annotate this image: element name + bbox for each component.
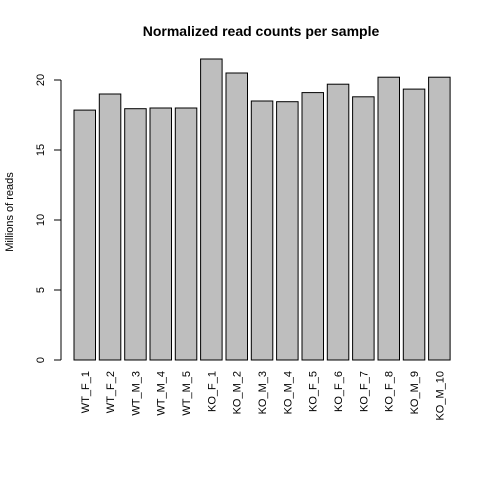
y-tick-label: 20 — [35, 74, 47, 86]
x-tick-label: KO_F_5 — [308, 371, 320, 412]
x-tick-label: WT_M_3 — [130, 371, 142, 416]
bar-KO_M_9 — [402, 88, 426, 361]
bar-WT_M_5 — [174, 107, 198, 361]
chart-title: Normalized read counts per sample — [143, 23, 380, 39]
x-tick-label: WT_F_2 — [105, 371, 117, 413]
bars-group — [73, 58, 451, 361]
bar-KO_M_10 — [428, 76, 451, 361]
y-axis: 0 5 10 15 20 — [35, 74, 62, 363]
x-tick-label: KO_M_9 — [409, 371, 421, 414]
x-tick-label: KO_F_1 — [206, 371, 218, 412]
x-tick-label: KO_F_7 — [358, 371, 370, 412]
bar-KO_M_3 — [250, 100, 274, 361]
y-tick-label: 10 — [35, 214, 47, 226]
bar-KO_F_8 — [377, 76, 400, 361]
bar-KO_F_5 — [301, 92, 324, 361]
y-tick-label: 5 — [35, 287, 47, 293]
y-axis-label: Millions of reads — [4, 172, 16, 252]
x-tick-label: WT_M_4 — [156, 371, 168, 416]
bar-KO_F_1 — [200, 58, 223, 361]
x-tick-label: KO_F_8 — [384, 371, 396, 412]
x-tick-label: KO_M_10 — [434, 371, 446, 421]
bar-WT_M_4 — [149, 107, 172, 361]
x-tick-label: KO_F_6 — [333, 371, 345, 412]
y-tick-label: 0 — [35, 357, 47, 363]
bar-WT_F_1 — [73, 109, 96, 361]
x-tick-label: WT_F_1 — [80, 371, 92, 413]
bar-KO_M_4 — [276, 101, 299, 361]
bar-WT_M_3 — [124, 108, 147, 361]
x-tick-label: KO_M_4 — [282, 371, 294, 414]
x-tick-label: KO_M_3 — [257, 371, 269, 414]
bar-KO_F_7 — [352, 96, 375, 361]
bar-KO_F_6 — [326, 83, 350, 361]
y-tick-label: 15 — [35, 144, 47, 156]
x-tick-labels: WT_F_1 WT_F_2 WT_M_3 WT_M_4 WT_M_5 KO_F_1 KO_M… — [80, 371, 447, 421]
x-tick-label: WT_M_5 — [181, 371, 193, 416]
bar-KO_M_2 — [225, 72, 248, 361]
bar-WT_F_2 — [98, 93, 122, 361]
x-tick-label: KO_M_2 — [232, 371, 244, 414]
